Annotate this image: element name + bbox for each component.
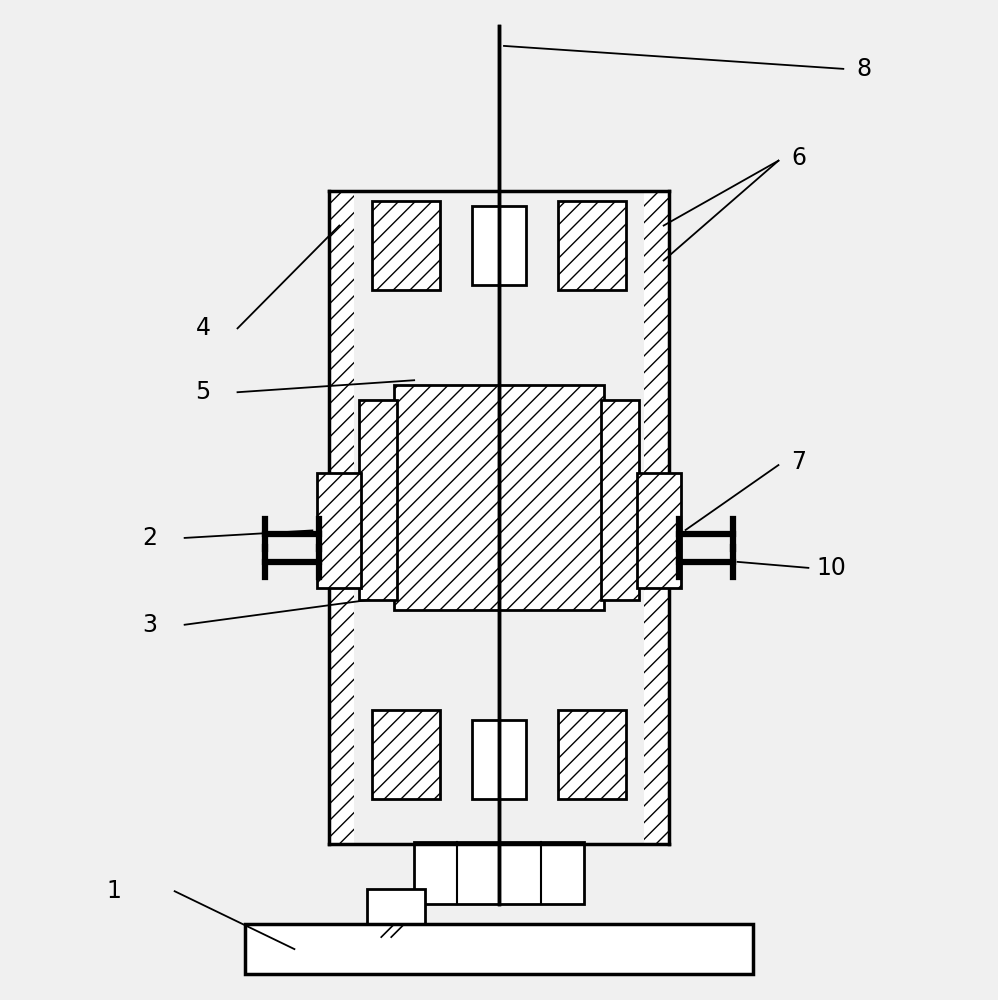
Text: 8: 8	[856, 57, 871, 81]
Bar	[472, 206, 526, 285]
Text: 7: 7	[791, 450, 806, 474]
Bar	[372, 710, 440, 799]
Bar	[394, 385, 604, 610]
Bar	[414, 842, 584, 904]
Bar	[558, 710, 626, 799]
Bar	[245, 924, 753, 974]
Bar	[472, 720, 526, 799]
Bar	[601, 400, 639, 600]
Bar	[558, 201, 626, 290]
Bar	[637, 473, 681, 588]
Text: 5: 5	[196, 380, 211, 404]
Text: 1: 1	[107, 879, 122, 903]
Bar	[367, 889, 425, 937]
Bar	[329, 191, 354, 844]
Text: 2: 2	[143, 526, 158, 550]
Text: 4: 4	[196, 316, 211, 340]
Bar	[372, 201, 440, 290]
Text: 3: 3	[143, 613, 158, 637]
Bar	[317, 473, 361, 588]
Text: 6: 6	[791, 146, 806, 170]
Bar	[359, 400, 397, 600]
Bar	[644, 191, 669, 844]
Text: 10: 10	[816, 556, 846, 580]
